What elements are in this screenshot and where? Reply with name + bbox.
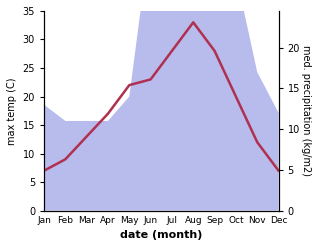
- Y-axis label: max temp (C): max temp (C): [7, 77, 17, 144]
- Y-axis label: med. precipitation (kg/m2): med. precipitation (kg/m2): [301, 45, 311, 176]
- X-axis label: date (month): date (month): [120, 230, 203, 240]
